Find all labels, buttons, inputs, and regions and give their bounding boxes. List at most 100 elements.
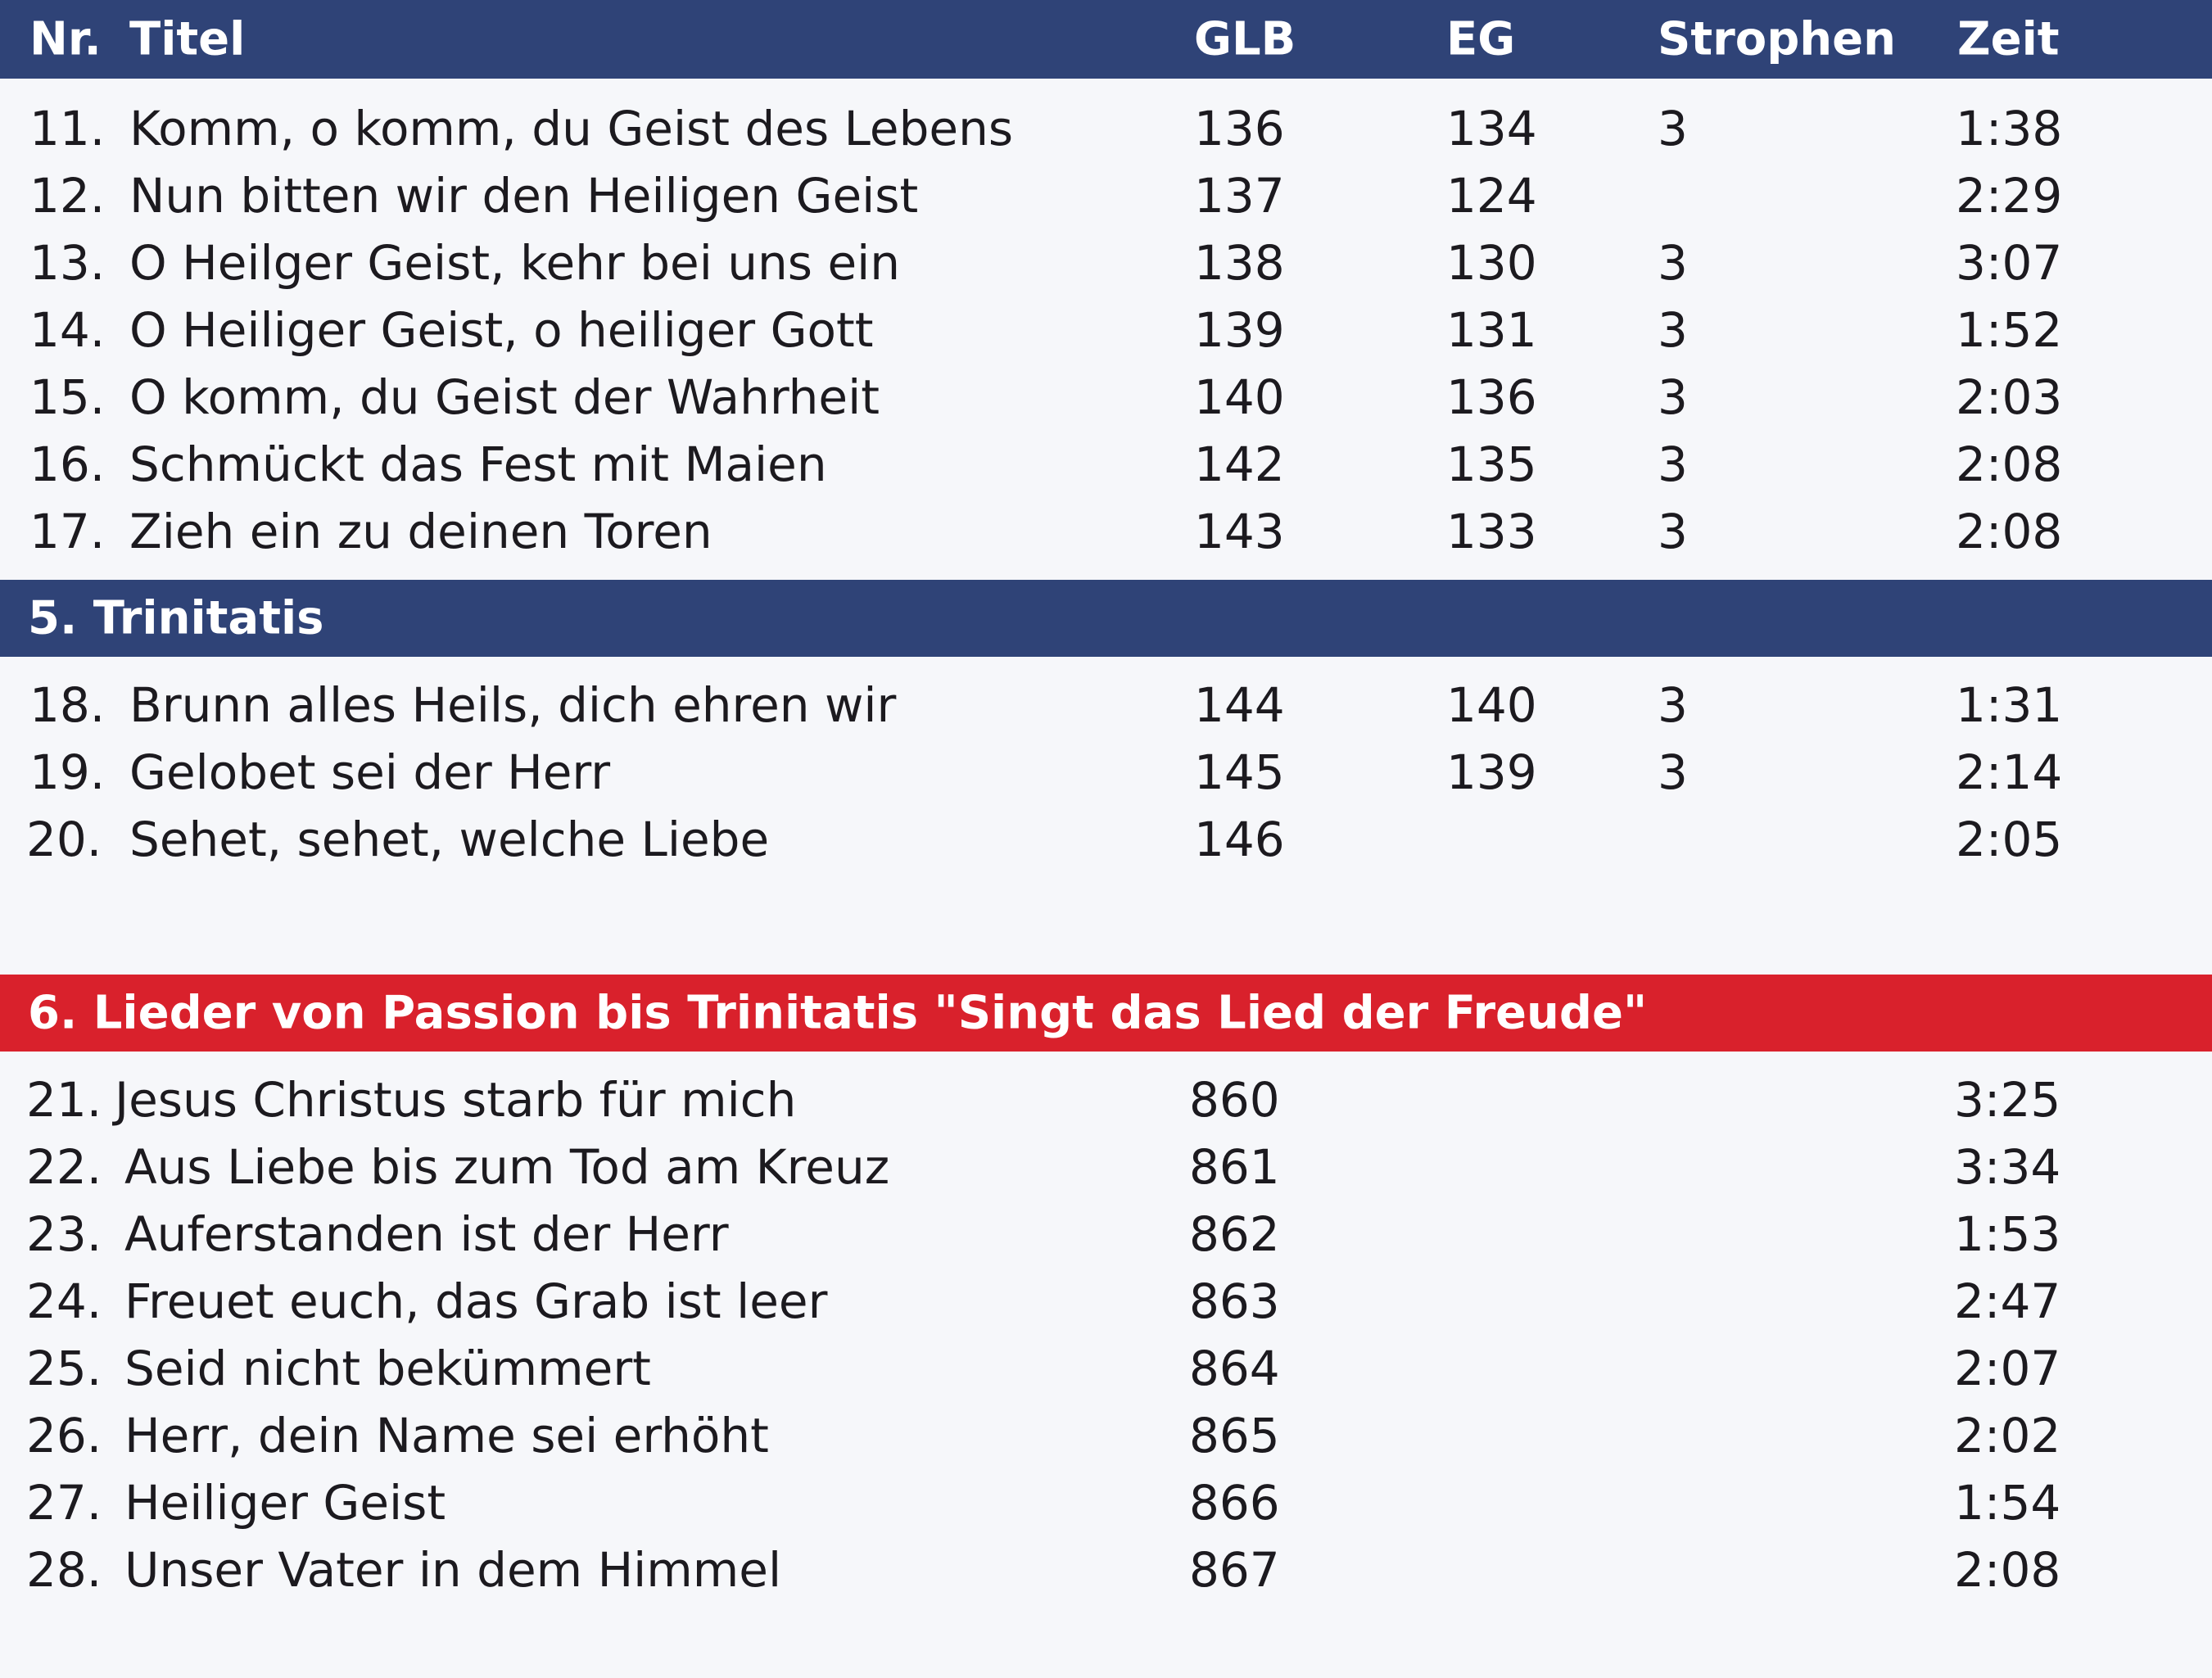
row-glb: 861	[1189, 1139, 1280, 1195]
row-title: O Heiliger Geist, o heiliger Gott	[129, 302, 874, 358]
row-glb: 138	[1194, 235, 1285, 291]
row-glb: 146	[1194, 812, 1285, 867]
table-row: 13. O Heilger Geist, kehr bei uns ein 13…	[0, 229, 2212, 296]
row-glb: 867	[1189, 1542, 1280, 1598]
row-zeit: 1:31	[1956, 677, 2063, 733]
row-strophen: 3	[1658, 744, 1688, 800]
row-nr: 21.	[26, 1072, 102, 1128]
row-nr: 25.	[26, 1341, 102, 1396]
row-nr: 17.	[29, 504, 106, 559]
row-nr: 18.	[29, 677, 106, 733]
row-nr: 20.	[26, 812, 102, 867]
row-strophen: 3	[1658, 101, 1688, 156]
table-row: 22. Aus Liebe bis zum Tod am Kreuz 861 3…	[0, 1133, 2212, 1201]
row-eg: 130	[1446, 235, 1537, 291]
row-nr: 22.	[26, 1139, 102, 1195]
row-glb: 143	[1194, 504, 1285, 559]
row-zeit: 3:25	[1954, 1072, 2061, 1128]
row-eg: 124	[1446, 168, 1537, 224]
header-title: Titel	[129, 12, 246, 66]
table-row: 27. Heiliger Geist 866 1:54	[0, 1469, 2212, 1536]
row-zeit: 1:52	[1956, 302, 2063, 358]
row-zeit: 2:14	[1956, 744, 2063, 800]
table-row: 26. Herr, dein Name sei erhöht 865 2:02	[0, 1402, 2212, 1469]
table-row: 23. Auferstanden ist der Herr 862 1:53	[0, 1201, 2212, 1268]
row-title: Jesus Christus starb für mich	[115, 1072, 797, 1128]
row-nr: 14.	[29, 302, 106, 358]
row-title: Gelobet sei der Herr	[129, 744, 611, 800]
row-zeit: 3:34	[1954, 1139, 2061, 1195]
table-row: 11. Komm, o komm, du Geist des Lebens 13…	[0, 95, 2212, 162]
row-zeit: 1:53	[1954, 1206, 2061, 1262]
table-row: 18. Brunn alles Heils, dich ehren wir 14…	[0, 672, 2212, 739]
header-nr: Nr.	[29, 12, 102, 66]
row-nr: 26.	[26, 1408, 102, 1463]
row-zeit: 1:54	[1954, 1475, 2061, 1531]
row-glb: 137	[1194, 168, 1285, 224]
table-row: 12. Nun bitten wir den Heiligen Geist 13…	[0, 162, 2212, 229]
row-zeit: 1:38	[1956, 101, 2063, 156]
row-eg: 135	[1446, 436, 1537, 492]
row-title: Seid nicht bekümmert	[124, 1341, 651, 1396]
row-glb: 139	[1194, 302, 1285, 358]
row-zeit: 2:05	[1956, 812, 2063, 867]
row-zeit: 2:02	[1954, 1408, 2061, 1463]
table-row: 19. Gelobet sei der Herr 145 139 3 2:14	[0, 739, 2212, 806]
row-strophen: 3	[1658, 504, 1688, 559]
section-header-passion-trinitatis: 6. Lieder von Passion bis Trinitatis "Si…	[0, 975, 2212, 1052]
row-nr: 12.	[29, 168, 106, 224]
header-strophen: Strophen	[1658, 12, 1896, 66]
row-title: Freuet euch, das Grab ist leer	[124, 1273, 828, 1329]
row-eg: 134	[1446, 101, 1537, 156]
row-zeit: 2:08	[1954, 1542, 2061, 1598]
row-nr: 15.	[29, 369, 106, 425]
section-title: 5. Trinitatis	[28, 591, 324, 645]
row-title: Brunn alles Heils, dich ehren wir	[129, 677, 897, 733]
row-title: Nun bitten wir den Heiligen Geist	[129, 168, 919, 224]
row-glb: 860	[1189, 1072, 1280, 1128]
row-glb: 136	[1194, 101, 1285, 156]
table-row: 16. Schmückt das Fest mit Maien 142 135 …	[0, 431, 2212, 498]
row-eg: 139	[1446, 744, 1537, 800]
row-glb: 145	[1194, 744, 1285, 800]
row-title: Komm, o komm, du Geist des Lebens	[129, 101, 1014, 156]
row-glb: 862	[1189, 1206, 1280, 1262]
row-nr: 13.	[29, 235, 106, 291]
row-zeit: 2:08	[1956, 504, 2063, 559]
row-title: Auferstanden ist der Herr	[124, 1206, 729, 1262]
row-title: O Heilger Geist, kehr bei uns ein	[129, 235, 900, 291]
row-glb: 140	[1194, 369, 1285, 425]
row-zeit: 2:07	[1954, 1341, 2061, 1396]
row-zeit: 2:03	[1956, 369, 2063, 425]
section-header-trinitatis: 5. Trinitatis	[0, 580, 2212, 657]
column-header-bar: Nr. Titel GLB EG Strophen Zeit	[0, 0, 2212, 79]
row-eg: 140	[1446, 677, 1537, 733]
table-row: 21. Jesus Christus starb für mich 860 3:…	[0, 1066, 2212, 1133]
table-row: 15. O komm, du Geist der Wahrheit 140 13…	[0, 364, 2212, 431]
row-nr: 19.	[29, 744, 106, 800]
row-strophen: 3	[1658, 235, 1688, 291]
row-nr: 27.	[26, 1475, 102, 1531]
row-nr: 28.	[26, 1542, 102, 1598]
row-title: Sehet, sehet, welche Liebe	[129, 812, 770, 867]
row-glb: 863	[1189, 1273, 1280, 1329]
header-glb: GLB	[1194, 12, 1296, 66]
row-title: Aus Liebe bis zum Tod am Kreuz	[124, 1139, 890, 1195]
row-title: Heiliger Geist	[124, 1475, 446, 1531]
row-eg: 133	[1446, 504, 1537, 559]
header-zeit: Zeit	[1957, 12, 2060, 66]
row-nr: 23.	[26, 1206, 102, 1262]
row-strophen: 3	[1658, 369, 1688, 425]
row-nr: 11.	[29, 101, 106, 156]
row-title: O komm, du Geist der Wahrheit	[129, 369, 880, 425]
table-row: 17. Zieh ein zu deinen Toren 143 133 3 2…	[0, 498, 2212, 565]
row-eg: 131	[1446, 302, 1537, 358]
row-title: Zieh ein zu deinen Toren	[129, 504, 712, 559]
row-zeit: 2:29	[1956, 168, 2063, 224]
row-glb: 864	[1189, 1341, 1280, 1396]
table-row: 28. Unser Vater in dem Himmel 867 2:08	[0, 1536, 2212, 1603]
table-row: 25. Seid nicht bekümmert 864 2:07	[0, 1335, 2212, 1402]
row-strophen: 3	[1658, 436, 1688, 492]
row-nr: 16.	[29, 436, 106, 492]
row-zeit: 2:08	[1956, 436, 2063, 492]
